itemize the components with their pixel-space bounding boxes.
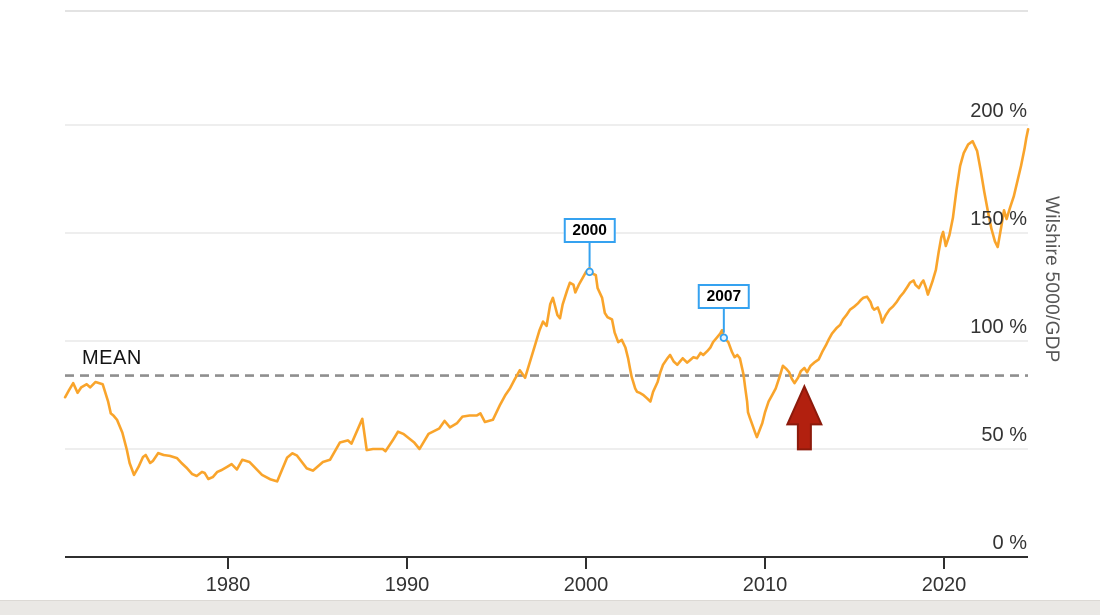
bottom-page-strip <box>0 600 1100 615</box>
mean-label: MEAN <box>82 347 142 369</box>
x-tick-label: 1990 <box>384 574 430 596</box>
x-tick-label: 1980 <box>205 574 251 596</box>
y-axis-title: Wilshire 5000/GDP <box>1041 196 1062 363</box>
up-arrow <box>785 383 823 451</box>
y-tick-label: 150 % <box>970 208 1027 230</box>
annotation-point <box>585 267 594 277</box>
x-tick-label: 2000 <box>563 574 609 596</box>
y-tick-label: 0 % <box>992 532 1027 554</box>
annotation-point <box>719 333 729 342</box>
annotation-box-2007[interactable]: 2007 <box>697 283 751 309</box>
x-tick-label: 2010 <box>742 574 788 596</box>
x-tick-label: 2020 <box>921 574 967 596</box>
y-tick-label: 50 % <box>981 424 1027 446</box>
y-tick-label: 100 % <box>970 316 1027 338</box>
annotation-box-2000[interactable]: 2000 <box>563 217 616 243</box>
y-tick-label: 200 % <box>970 100 1027 122</box>
series-line <box>63 128 1030 483</box>
